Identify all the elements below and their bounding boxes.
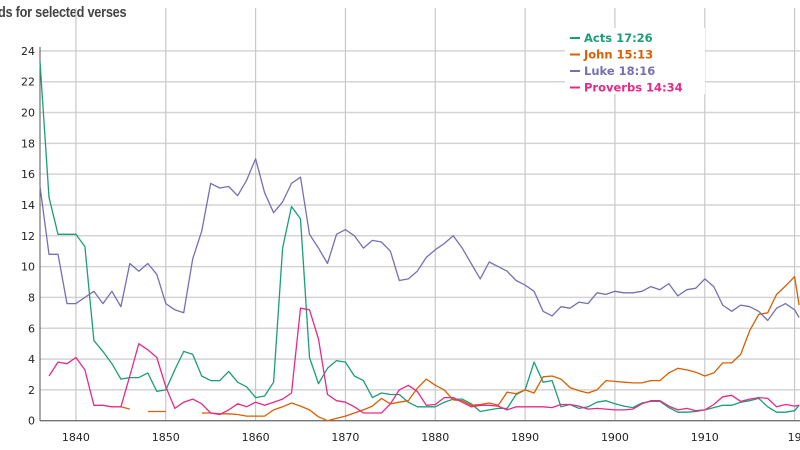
x-tick-label: 1900 [601,431,629,444]
legend-item: John 15:13 [570,48,653,62]
legend-item: Luke 18:16 [570,64,655,78]
series-line [39,61,800,413]
y-tick-label: 14 [21,199,35,212]
legend-label: Proverbs 14:34 [584,81,683,95]
legend-label: Acts 17:26 [584,31,653,45]
x-tick-label: 1880 [421,431,449,444]
y-tick-label: 8 [28,291,35,304]
x-tick-label: 1860 [242,431,270,444]
x-tick-label: 1910 [691,431,719,444]
y-tick-label: 16 [21,168,35,181]
legend-item: Acts 17:26 [570,31,653,45]
y-tick-label: 24 [21,45,35,58]
series-john-15-13 [120,275,800,422]
y-tick-label: 10 [21,261,35,274]
x-tick-label: 1840 [62,431,90,444]
y-tick-label: 6 [28,322,35,335]
chart-title: ds for selected verses [0,4,127,21]
series-luke-18-16 [39,158,800,322]
y-tick-label: 0 [28,415,35,428]
series-acts-17-26 [39,61,800,413]
x-tick-label: 1850 [152,431,180,444]
legend-background [565,28,705,94]
series-line [48,307,800,416]
y-tick-label: 22 [21,76,35,89]
y-tick-label: 20 [21,107,35,120]
legend-label: John 15:13 [583,48,653,62]
series-proverbs-14-34 [48,307,800,416]
legend: Acts 17:26 John 15:13 Luke 18:16 Proverbs 1… [565,28,705,95]
legend-item: Proverbs 14:34 [570,81,683,95]
y-tick-label: 2 [28,384,35,397]
series-line [120,275,800,422]
y-tick-label: 4 [28,353,35,366]
y-tick-label: 12 [21,230,35,243]
y-tick-label: 18 [21,137,35,150]
legend-label: Luke 18:16 [584,64,655,78]
x-tick-label: 1890 [511,431,539,444]
series-line [39,158,800,322]
x-tick-label: 19 [788,431,800,444]
x-tick-label: 1870 [331,431,359,444]
